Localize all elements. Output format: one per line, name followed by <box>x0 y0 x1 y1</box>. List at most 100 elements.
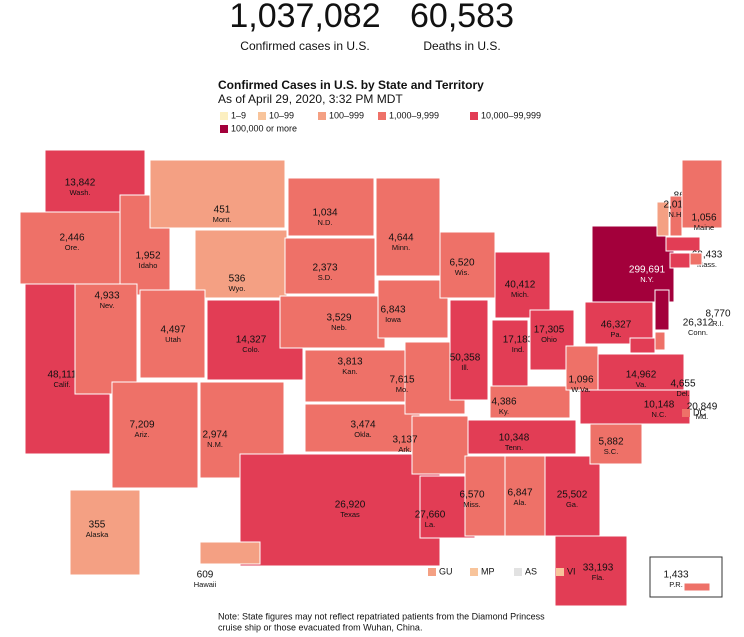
state <box>279 295 386 349</box>
state-name: Okla. <box>354 430 372 439</box>
state-value: 2,446 <box>59 233 84 244</box>
state-name: Iowa <box>385 315 402 324</box>
state-value: 609 <box>197 570 214 581</box>
legend-swatch <box>470 112 478 120</box>
state-value: 7,615 <box>389 375 414 386</box>
state-value: 17,305 <box>534 325 565 336</box>
state-value: 6,847 <box>507 488 532 499</box>
pr-box <box>649 556 723 598</box>
state <box>589 423 643 465</box>
state-name: Colo. <box>242 345 260 354</box>
territory-swatch <box>428 568 436 576</box>
state-value: 116,365 <box>683 347 719 358</box>
state <box>284 237 376 295</box>
state-value: 1,034 <box>312 208 337 219</box>
state-value: 2,974 <box>202 430 227 441</box>
state <box>464 455 506 537</box>
state <box>74 283 138 395</box>
state <box>529 309 575 371</box>
state-value: 4,386 <box>491 397 516 408</box>
state <box>565 345 599 391</box>
state-value: 1,096 <box>568 375 593 386</box>
state <box>69 489 141 576</box>
state <box>491 319 529 387</box>
state-value: 5,882 <box>598 437 623 448</box>
state-name: Tenn. <box>505 443 523 452</box>
state-value: 4,933 <box>94 291 119 302</box>
legend-swatch <box>318 112 326 120</box>
state-name: Calif. <box>53 380 70 389</box>
state-name: R.I. <box>712 319 724 328</box>
state <box>669 252 691 269</box>
state-value: 25,502 <box>557 490 588 501</box>
territory-label: AS <box>525 566 537 576</box>
state-name: N.M. <box>207 440 223 449</box>
state <box>689 252 703 266</box>
state-name: Idaho <box>139 261 158 270</box>
state <box>554 535 628 607</box>
state-value: 3,813 <box>337 357 362 368</box>
state-value: 4,655 <box>670 379 695 390</box>
state-name: Neb. <box>331 323 347 332</box>
state-value: 40,412 <box>505 280 536 291</box>
state <box>287 177 375 237</box>
state <box>111 381 199 489</box>
state-name: N.H. <box>669 210 684 219</box>
state-value: 1,952 <box>135 251 160 262</box>
state-value: 3,137 <box>392 435 417 446</box>
territory-swatch <box>682 409 690 417</box>
state <box>654 331 666 351</box>
legend-label: 100,000 or more <box>231 123 297 133</box>
state-value: 48,111 <box>47 370 77 381</box>
state-value: 14,962 <box>626 370 657 381</box>
map-title: Confirmed Cases in U.S. by State and Ter… <box>218 78 484 92</box>
state-name: Fla. <box>592 573 605 582</box>
state-name: Miss. <box>463 500 481 509</box>
state-name: Wis. <box>455 268 470 277</box>
territory-label: VI <box>567 566 576 576</box>
state-value: 2,373 <box>312 263 337 274</box>
state <box>591 225 675 303</box>
state-name: W.Va. <box>571 385 590 394</box>
note-line: Note: State figures may not reflect repa… <box>218 611 545 621</box>
state-value: 14,327 <box>236 335 267 346</box>
territory-label: DC <box>693 407 706 417</box>
state-name: Wyo. <box>228 284 245 293</box>
legend-label: 100–999 <box>329 110 364 120</box>
state <box>579 389 691 425</box>
state <box>654 289 670 331</box>
state-name: Maine <box>694 223 714 232</box>
state-value: 50,358 <box>450 353 481 364</box>
state <box>494 251 551 319</box>
state-value: 4,497 <box>160 325 185 336</box>
state-name: N.D. <box>318 218 333 227</box>
state-value: 10,348 <box>499 433 530 444</box>
state <box>239 453 441 567</box>
state-name: Ga. <box>566 500 578 509</box>
state-name: Ark. <box>398 445 411 454</box>
state-name: N.Y. <box>640 275 654 284</box>
state-value: 26,312 <box>683 318 714 329</box>
state-value: 355 <box>89 520 106 531</box>
legend-swatch <box>378 112 386 120</box>
state <box>449 299 489 401</box>
state-name: Mass. <box>697 260 717 269</box>
state-name: Nev. <box>100 301 115 310</box>
state-value: 60,433 <box>692 250 723 261</box>
state-name: Alaska <box>86 530 109 539</box>
state-name: N.C. <box>652 410 667 419</box>
state-value: 13,842 <box>65 178 96 189</box>
state <box>377 279 449 339</box>
state-name: Ind. <box>512 345 525 354</box>
state-name: Conn. <box>688 328 708 337</box>
state-value: 536 <box>229 274 246 285</box>
state-value: 6,843 <box>380 305 405 316</box>
state-name: Texas <box>340 510 360 519</box>
state-value: 46,327 <box>601 320 632 331</box>
state-name: Mo. <box>396 385 409 394</box>
state <box>504 455 546 537</box>
state-name: Mich. <box>511 290 529 299</box>
state-value: 3,529 <box>326 313 351 324</box>
state-value: 3,474 <box>350 420 375 431</box>
